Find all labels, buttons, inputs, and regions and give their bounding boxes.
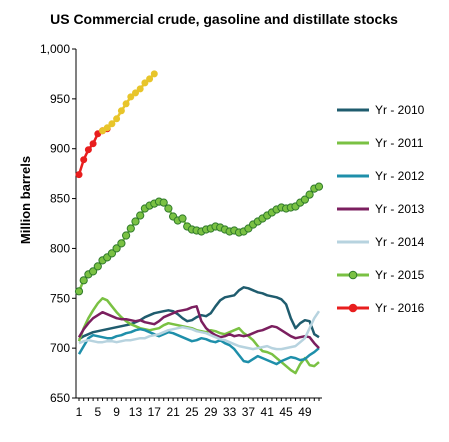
data-point	[314, 182, 324, 191]
axes: 650 700 750 800 850 900 950 1,000 1 5 9 13 17 21 25 29 3…	[40, 42, 322, 419]
legend: Yr - 2010 Yr - 2011 Yr - 2012 Yr - 2013 Yr -…	[337, 103, 425, 315]
y-tick-label: 950	[50, 92, 70, 106]
series-2	[77, 327, 320, 366]
series-line	[77, 327, 320, 366]
x-tick-label: 9	[113, 405, 120, 419]
series-6	[75, 125, 111, 179]
legend-item: Yr - 2012	[337, 169, 425, 183]
series-line	[77, 127, 108, 175]
data-point	[103, 124, 111, 132]
series-3	[77, 305, 320, 349]
data-point	[300, 195, 309, 204]
series-4	[78, 310, 321, 351]
x-tick-label: 13	[129, 405, 143, 419]
legend-label: Yr - 2012	[375, 169, 425, 183]
x-tick-label: 21	[166, 405, 180, 419]
data-point	[117, 107, 125, 115]
legend-item: Yr - 2013	[337, 202, 425, 216]
data-point	[79, 276, 88, 285]
data-point	[146, 75, 154, 83]
legend-marker	[348, 270, 358, 280]
legend-item: Yr - 2010	[337, 103, 425, 117]
y-axis-label: Million barrels	[18, 156, 33, 244]
y-tick-label: 800	[50, 241, 70, 255]
data-point	[305, 190, 314, 199]
data-point	[84, 146, 92, 154]
x-tick-label: 29	[204, 405, 218, 419]
chart-title: US Commercial crude, gasoline and distil…	[50, 11, 398, 27]
legend-label: Yr - 2014	[375, 235, 425, 249]
data-point	[89, 140, 97, 148]
data-point	[164, 204, 173, 213]
legend-label: Yr - 2015	[375, 268, 425, 282]
legend-label: Yr - 2013	[375, 202, 425, 216]
data-point	[159, 198, 168, 207]
data-point	[108, 120, 116, 128]
series-7	[99, 70, 158, 135]
y-tick-label: 650	[50, 391, 70, 405]
x-tick-label: 1	[76, 405, 83, 419]
data-point	[89, 267, 98, 276]
legend-label: Yr - 2016	[375, 301, 425, 315]
x-tick-label: 33	[223, 405, 237, 419]
legend-item: Yr - 2015	[337, 268, 425, 282]
legend-item: Yr - 2014	[337, 235, 425, 249]
data-point	[150, 70, 158, 78]
data-point	[117, 239, 126, 248]
legend-item: Yr - 2016	[337, 301, 425, 315]
series-line	[77, 305, 320, 349]
legend-marker	[348, 303, 358, 313]
data-point	[127, 93, 135, 101]
x-tick-label: 17	[148, 405, 162, 419]
y-tick-label: 1,000	[40, 42, 70, 56]
series-5	[74, 182, 324, 296]
y-tick-label: 850	[50, 192, 70, 206]
data-point	[113, 115, 121, 123]
data-point	[80, 156, 88, 164]
y-tick-label: 700	[50, 341, 70, 355]
legend-item: Yr - 2011	[337, 136, 424, 150]
y-tick-label: 750	[50, 291, 70, 305]
data-point	[131, 217, 140, 226]
data-point	[122, 231, 131, 240]
data-point	[132, 89, 140, 97]
data-point	[141, 79, 149, 87]
x-tick-label: 41	[261, 405, 275, 419]
data-point	[122, 100, 130, 108]
series-line	[78, 310, 321, 351]
data-point	[136, 211, 145, 220]
data-point	[74, 287, 84, 296]
series-line	[77, 185, 320, 292]
x-tick-label: 45	[279, 405, 293, 419]
x-tick-label: 37	[242, 405, 256, 419]
data-point	[136, 85, 144, 93]
data-point	[75, 171, 83, 179]
legend-label: Yr - 2010	[375, 103, 425, 117]
data-point	[112, 244, 121, 253]
x-tick-label: 25	[185, 405, 199, 419]
legend-label: Yr - 2011	[375, 136, 424, 150]
data-point	[126, 224, 135, 233]
x-tick-label: 5	[94, 405, 101, 419]
data-point	[93, 262, 102, 271]
y-tick-label: 900	[50, 142, 70, 156]
data-point	[178, 214, 187, 223]
x-tick-label: 49	[298, 405, 312, 419]
data-point	[107, 249, 117, 258]
series-group	[74, 70, 324, 375]
